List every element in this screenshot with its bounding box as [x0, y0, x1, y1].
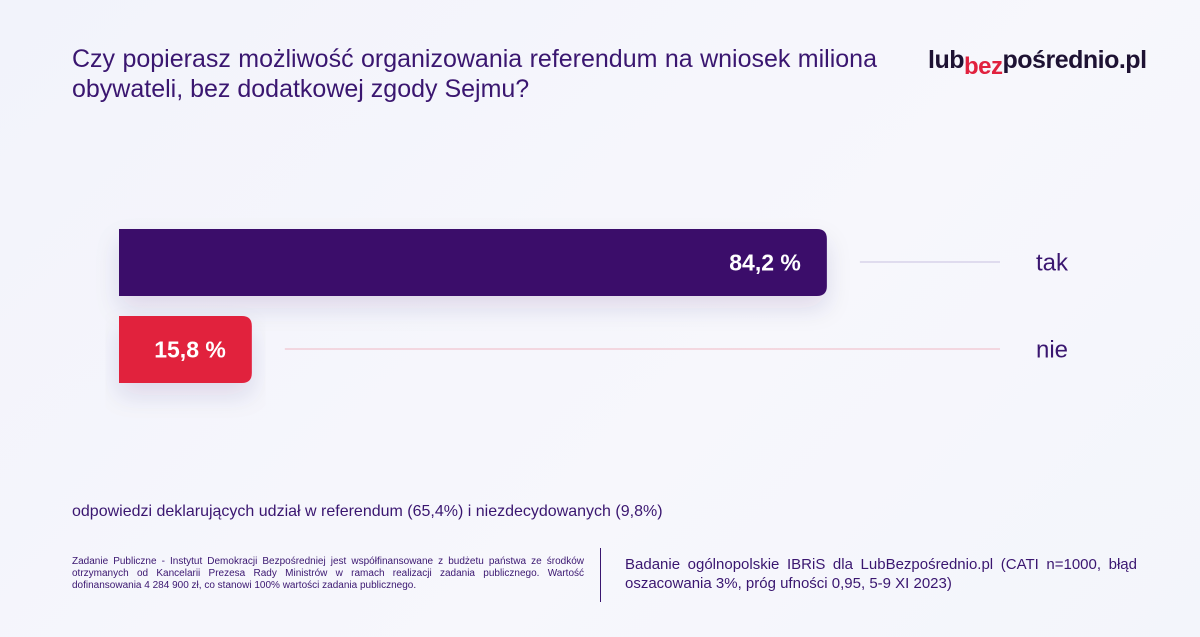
bar-tak [119, 229, 827, 296]
category-label-tak: tak [1036, 250, 1069, 277]
survey-source: Badanie ogólnopolskie IBRiS dla LubBezpo… [625, 556, 1137, 592]
footer-divider [600, 548, 601, 602]
category-label-nie: nie [1036, 337, 1068, 364]
brand-logo[interactable]: lubbezpośrednio.pl [928, 46, 1148, 80]
value-label-nie: 15,8 % [154, 337, 226, 363]
logo-text-part3: pośrednio.pl [1002, 46, 1148, 74]
chart-footnote: odpowiedzi deklarujących udział w refere… [72, 503, 663, 520]
funding-disclaimer: Zadanie Publiczne - Instytut Demokracji … [72, 556, 584, 591]
bar-nie [119, 316, 252, 383]
chart-title: Czy popierasz możliwość organizowania re… [72, 45, 877, 103]
logo-text-part1: lub [928, 46, 965, 74]
value-label-tak: 84,2 % [729, 250, 801, 276]
logo-text-part2: bez [964, 53, 1003, 80]
